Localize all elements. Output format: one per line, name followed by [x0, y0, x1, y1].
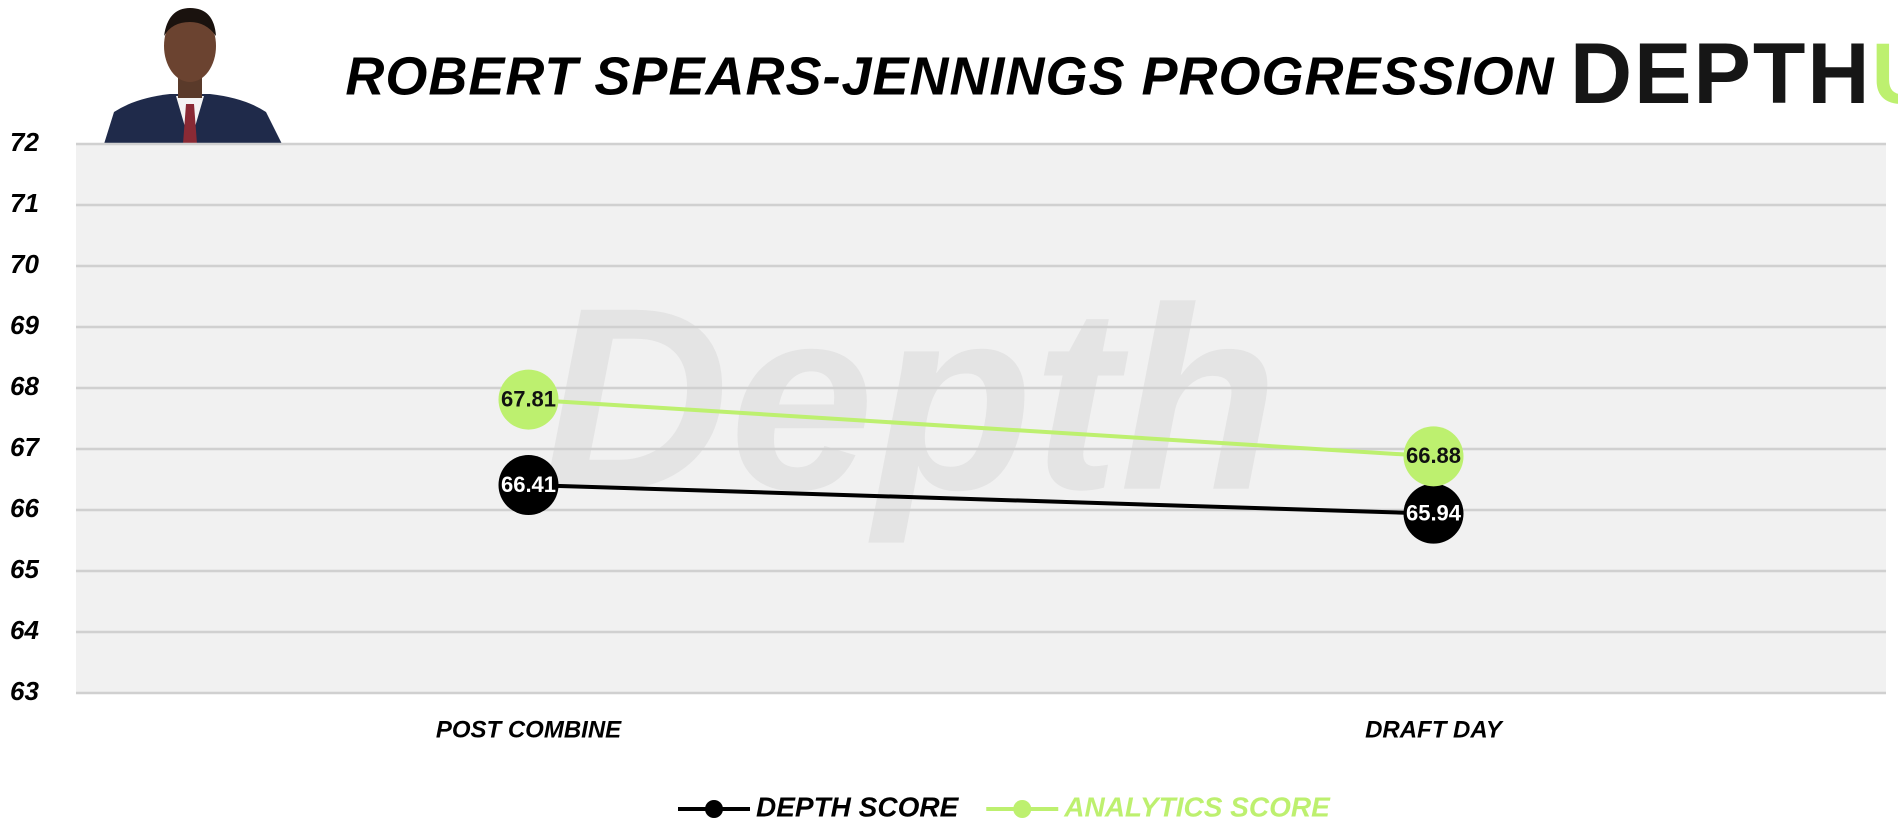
plot-background	[76, 144, 1886, 693]
logo: DEPTHU	[1570, 26, 1898, 122]
data-label: 66.88	[1406, 443, 1461, 468]
series-line	[528, 397, 1434, 459]
x-tick-label: POST COMBINE	[436, 716, 622, 743]
legend-label: ANALYTICS SCORE	[1063, 791, 1331, 822]
watermark: Depth	[542, 255, 1279, 546]
logo-text: DEPTH	[1570, 26, 1871, 122]
y-tick-label: 72	[10, 127, 39, 157]
x-tick-label: DRAFT DAY	[1365, 716, 1504, 743]
data-label: 67.81	[501, 386, 556, 411]
y-tick-label: 66	[10, 493, 39, 523]
y-tick-label: 65	[10, 554, 39, 584]
y-tick-label: 64	[10, 615, 39, 645]
chart-title: ROBERT SPEARS-JENNINGS PROGRESSION	[345, 46, 1554, 106]
data-label: 65.94	[1406, 500, 1462, 525]
y-tick-label: 63	[10, 676, 39, 706]
data-point	[498, 369, 559, 430]
legend-marker	[1013, 800, 1032, 818]
y-tick-label: 70	[10, 249, 39, 279]
y-tick-label: 69	[10, 310, 39, 340]
y-tick-label: 68	[10, 371, 39, 401]
legend-marker	[705, 800, 723, 818]
logo-accent: U	[1871, 26, 1898, 122]
data-point	[1403, 426, 1464, 487]
data-label: 66.41	[501, 472, 556, 497]
data-point	[1403, 483, 1464, 544]
data-point	[498, 454, 559, 515]
y-tick-label: 71	[10, 188, 39, 218]
player-photo	[104, 8, 282, 144]
y-tick-label: 67	[10, 432, 40, 462]
series-line	[528, 482, 1434, 516]
legend-label: DEPTH SCORE	[756, 791, 960, 822]
